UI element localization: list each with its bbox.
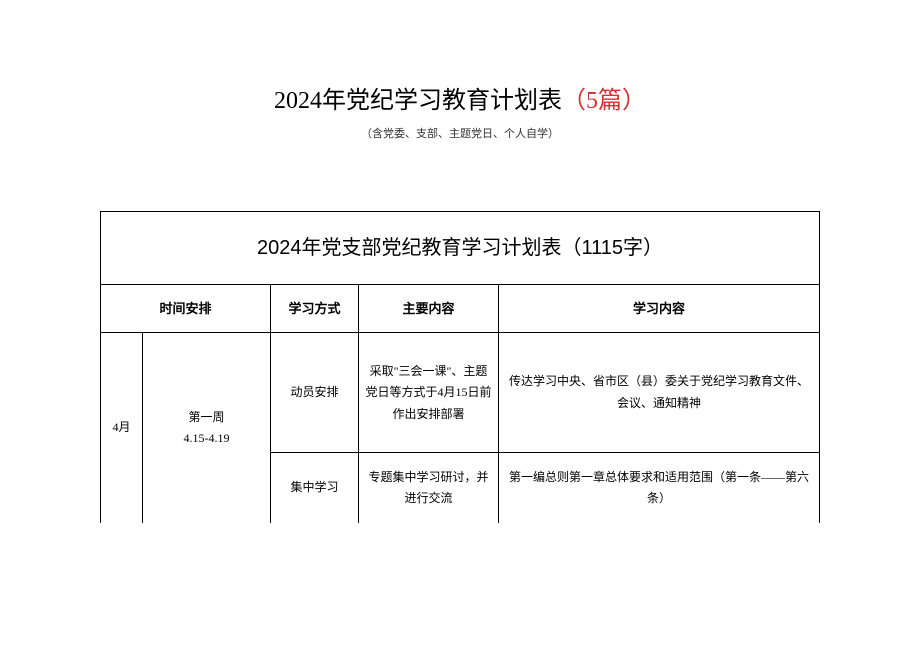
cell-main: 专题集中学习研讨，并进行交流 <box>359 453 499 523</box>
cell-content: 第一编总则第一章总体要求和适用范围（第一条——第六条） <box>499 453 820 523</box>
title-suffix: （5篇） <box>562 88 646 114</box>
cell-method: 集中学习 <box>271 453 359 523</box>
period-dates: 4.15-4.19 <box>149 428 264 450</box>
cell-method: 动员安排 <box>271 333 359 453</box>
header-method: 学习方式 <box>271 285 359 333</box>
header-time: 时间安排 <box>101 285 271 333</box>
cell-main: 采取"三会一课"、主题党日等方式于4月15日前作出安排部署 <box>359 333 499 453</box>
header-content: 学习内容 <box>499 285 820 333</box>
table-header-row: 时间安排 学习方式 主要内容 学习内容 <box>101 285 820 333</box>
table-title: 2024年党支部党纪教育学习计划表（1115字） <box>101 212 820 285</box>
header-main: 主要内容 <box>359 285 499 333</box>
title-prefix: 2024年党纪学习教育计划表 <box>274 88 562 114</box>
cell-content: 传达学习中央、省市区（县）委关于党纪学习教育文件、会议、通知精神 <box>499 333 820 453</box>
table-row: 4月 第一周 4.15-4.19 动员安排 采取"三会一课"、主题党日等方式于4… <box>101 333 820 453</box>
table-title-row: 2024年党支部党纪教育学习计划表（1115字） <box>101 212 820 285</box>
cell-month: 4月 <box>101 333 143 523</box>
period-week: 第一周 <box>149 407 264 429</box>
page-title: 2024年党纪学习教育计划表（5篇） <box>100 80 820 115</box>
cell-period: 第一周 4.15-4.19 <box>143 333 271 523</box>
plan-table: 2024年党支部党纪教育学习计划表（1115字） 时间安排 学习方式 主要内容 … <box>100 211 820 523</box>
page-subtitle: （含党委、支部、主题党日、个人自学） <box>100 125 820 141</box>
